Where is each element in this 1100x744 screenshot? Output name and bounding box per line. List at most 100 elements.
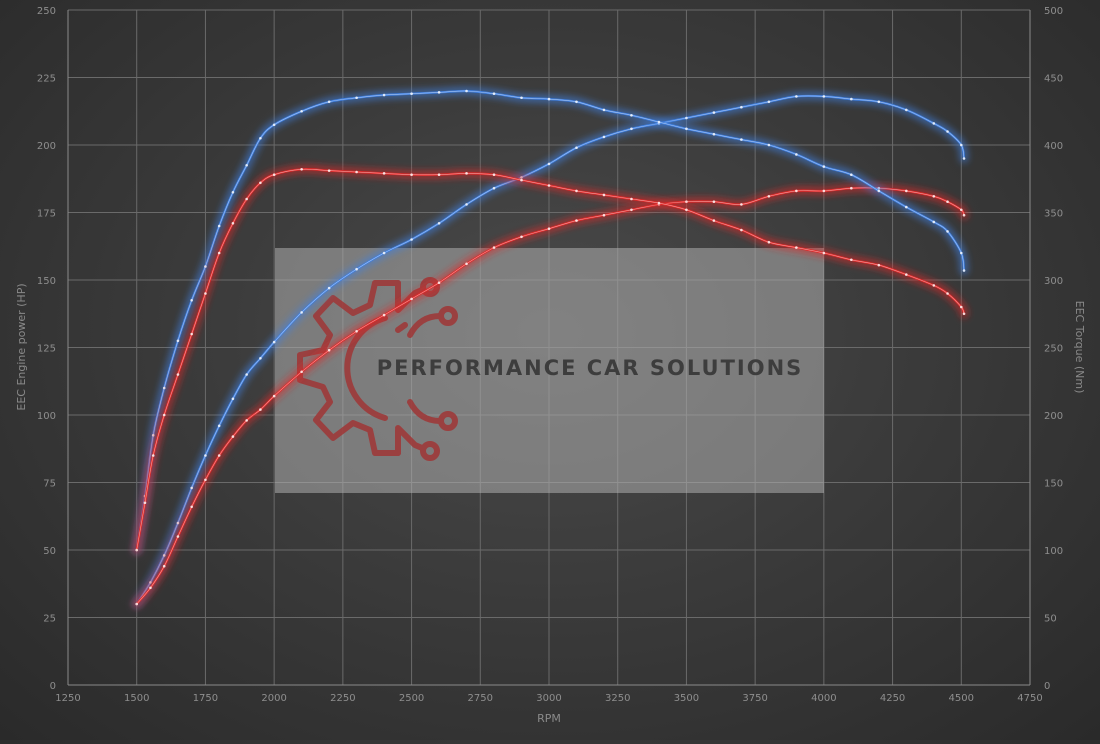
series-point-1 bbox=[767, 100, 771, 104]
series-point-3 bbox=[492, 92, 496, 95]
series-point-2 bbox=[850, 186, 853, 190]
series-point-1 bbox=[231, 397, 235, 401]
y-tick-label-right: 450 bbox=[1044, 74, 1063, 85]
series-point-3 bbox=[204, 265, 207, 268]
series-point-4 bbox=[740, 228, 743, 232]
series-point-3 bbox=[300, 109, 303, 113]
series-point-3 bbox=[245, 163, 248, 167]
series-point-2 bbox=[204, 478, 207, 482]
x-axis-title: RPM bbox=[537, 712, 561, 725]
series-point-4 bbox=[630, 197, 633, 201]
series-point-3 bbox=[465, 89, 468, 93]
x-tick-label: 2750 bbox=[468, 693, 493, 704]
x-tick-label: 2000 bbox=[261, 693, 286, 704]
series-point-1 bbox=[850, 97, 853, 101]
series-point-3 bbox=[272, 123, 276, 127]
series-point-2 bbox=[410, 297, 413, 301]
y-tick-label-left: 150 bbox=[37, 276, 56, 287]
series-point-4 bbox=[355, 170, 358, 174]
series-point-3 bbox=[259, 136, 262, 140]
series-point-3 bbox=[575, 100, 578, 104]
series-layer bbox=[132, 86, 969, 609]
series-point-2 bbox=[492, 246, 496, 249]
x-tick-label: 4000 bbox=[811, 693, 836, 704]
series-point-2 bbox=[465, 262, 468, 266]
series-point-3 bbox=[602, 108, 606, 112]
series-point-4 bbox=[151, 454, 155, 457]
series-point-2 bbox=[740, 203, 743, 206]
series-point-2 bbox=[259, 408, 262, 411]
series-point-3 bbox=[437, 91, 441, 94]
y-tick-label-left: 0 bbox=[50, 681, 56, 692]
series-point-4 bbox=[300, 168, 303, 171]
series-point-1 bbox=[437, 222, 441, 225]
series-point-1 bbox=[685, 116, 688, 120]
series-point-1 bbox=[492, 186, 496, 190]
series-point-4 bbox=[204, 292, 207, 295]
series-point-2 bbox=[547, 227, 551, 230]
series-point-3 bbox=[176, 339, 180, 343]
y-tick-label-left: 175 bbox=[37, 209, 56, 220]
series-point-1 bbox=[946, 130, 949, 133]
y-tick-label-right: 500 bbox=[1044, 6, 1063, 17]
series-point-4 bbox=[795, 246, 798, 249]
y-tick-label-left: 25 bbox=[43, 614, 56, 625]
series-point-3 bbox=[905, 205, 908, 209]
series-point-4 bbox=[575, 189, 578, 193]
series-point-3 bbox=[547, 97, 551, 101]
series-point-3 bbox=[932, 220, 936, 224]
series-point-1 bbox=[795, 95, 798, 98]
x-tick-label: 3500 bbox=[674, 693, 699, 704]
series-point-4 bbox=[932, 284, 936, 287]
y-tick-label-left: 225 bbox=[37, 74, 56, 85]
series-point-1 bbox=[465, 203, 468, 206]
series-point-4 bbox=[946, 292, 949, 295]
series-point-2 bbox=[822, 189, 826, 193]
x-tick-label: 4750 bbox=[1017, 693, 1042, 704]
watermark-background bbox=[275, 248, 824, 493]
x-tick-label: 2250 bbox=[330, 693, 355, 704]
series-point-3 bbox=[946, 230, 949, 233]
series-point-1 bbox=[204, 454, 207, 457]
x-tick-label: 3000 bbox=[536, 693, 561, 704]
y-axis-title-left: EEC Engine power (HP) bbox=[15, 283, 28, 410]
x-tick-label: 2500 bbox=[399, 693, 424, 704]
watermark: PERFORMANCE CAR SOLUTIONS bbox=[275, 248, 824, 493]
series-point-3 bbox=[190, 298, 193, 302]
series-point-2 bbox=[245, 419, 248, 422]
y-tick-label-right: 400 bbox=[1044, 141, 1063, 152]
series-point-3 bbox=[795, 153, 798, 156]
series-point-2 bbox=[149, 586, 152, 590]
series-point-2 bbox=[162, 564, 166, 568]
series-point-3 bbox=[962, 269, 966, 272]
axis-layer: 1250 1500 1750 2000 2250 2500 2750 3000 3250 3500… bbox=[37, 6, 1063, 704]
series-point-1 bbox=[190, 486, 193, 490]
y-axis-title-right: EEC Torque (Nm) bbox=[1073, 301, 1086, 394]
y-tick-label-right: 50 bbox=[1044, 614, 1057, 625]
series-point-3 bbox=[740, 138, 743, 141]
series-point-2 bbox=[190, 505, 193, 509]
series-point-1 bbox=[932, 122, 936, 125]
series-point-3 bbox=[382, 93, 386, 97]
series-point-3 bbox=[959, 251, 963, 255]
series-point-2 bbox=[135, 602, 139, 606]
series-point-4 bbox=[492, 173, 496, 176]
series-point-4 bbox=[602, 193, 606, 197]
series-point-4 bbox=[162, 413, 166, 417]
x-tick-label: 3750 bbox=[742, 693, 767, 704]
series-point-2 bbox=[327, 348, 331, 352]
series-point-1 bbox=[355, 267, 358, 271]
y-tick-label-right: 250 bbox=[1044, 344, 1063, 355]
x-tick-label: 4250 bbox=[880, 693, 905, 704]
series-point-2 bbox=[932, 195, 936, 198]
series-point-3 bbox=[712, 132, 716, 136]
series-point-1 bbox=[382, 251, 386, 255]
grid-layer bbox=[67, 9, 1031, 686]
series-point-4 bbox=[143, 501, 147, 505]
series-point-1 bbox=[905, 108, 908, 112]
series-point-4 bbox=[245, 197, 248, 201]
series-point-3 bbox=[877, 189, 881, 193]
x-tick-label: 3250 bbox=[605, 693, 630, 704]
series-point-3 bbox=[355, 96, 358, 100]
series-point-2 bbox=[630, 208, 633, 212]
